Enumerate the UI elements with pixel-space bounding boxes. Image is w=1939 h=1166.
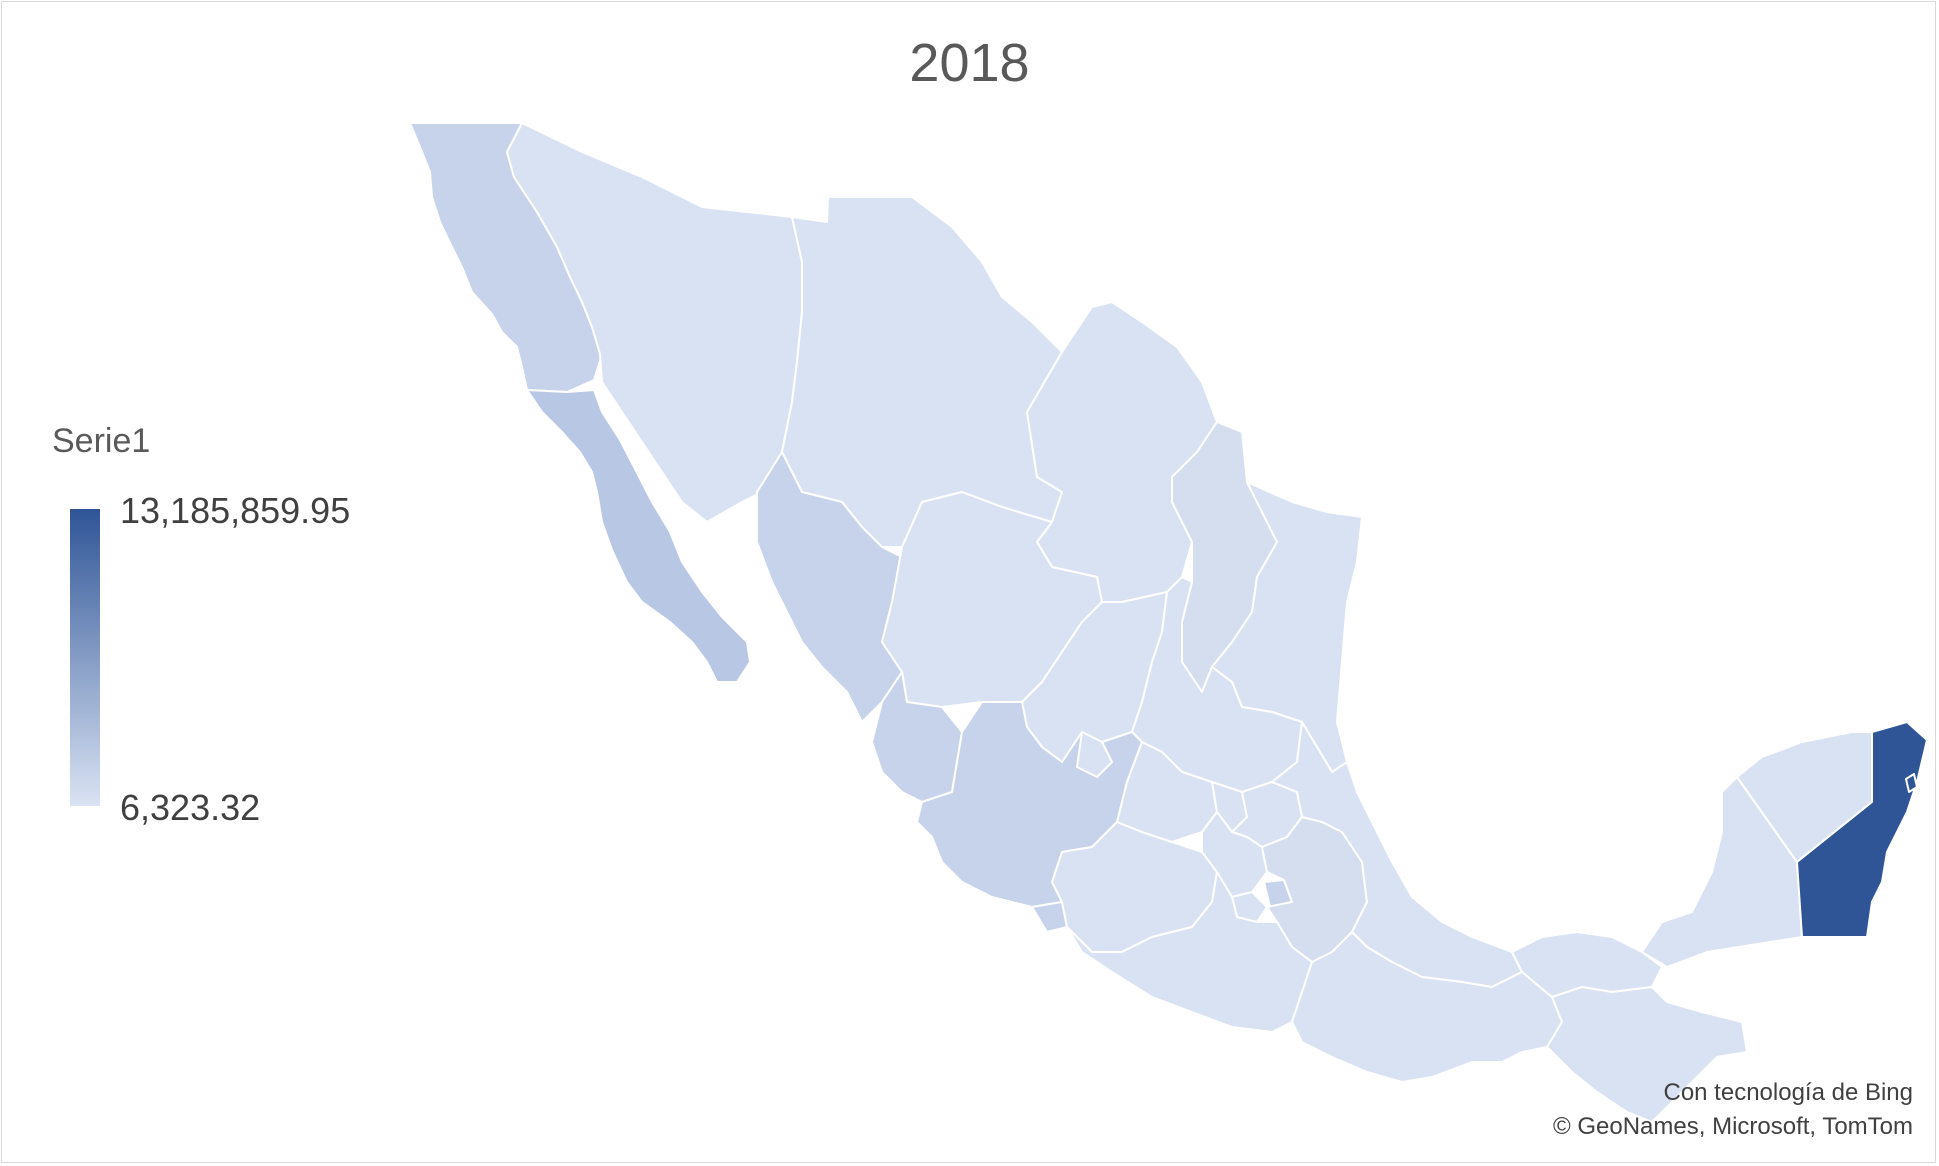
region-cozumel-island[interactable] [1905,773,1918,793]
legend-max-value: 13,185,859.95 [120,490,351,531]
region-quintana-roo[interactable] [1796,721,1928,938]
region-chiapas[interactable] [1546,986,1748,1123]
region-guerrero[interactable] [1066,871,1313,1033]
region-aguascalientes[interactable] [1076,731,1113,778]
region-chihuahua[interactable] [781,196,1063,548]
region-campeche[interactable] [1641,776,1803,968]
chart-title: 2018 [909,33,1030,93]
region-baja-california-sur[interactable] [526,389,751,683]
map-credit-copyright: © GeoNames, Microsoft, TomTom [1553,1113,1913,1140]
legend-color-scale [70,509,100,806]
region-tabasco[interactable] [1511,931,1663,998]
map-credit-bing: Con tecnología de Bing [1663,1079,1913,1106]
legend-series-name: Serie1 [52,422,151,460]
legend-min-value: 6,323.32 [120,787,261,828]
region-coahuila[interactable] [1026,301,1218,603]
region-colima[interactable] [1031,901,1068,933]
